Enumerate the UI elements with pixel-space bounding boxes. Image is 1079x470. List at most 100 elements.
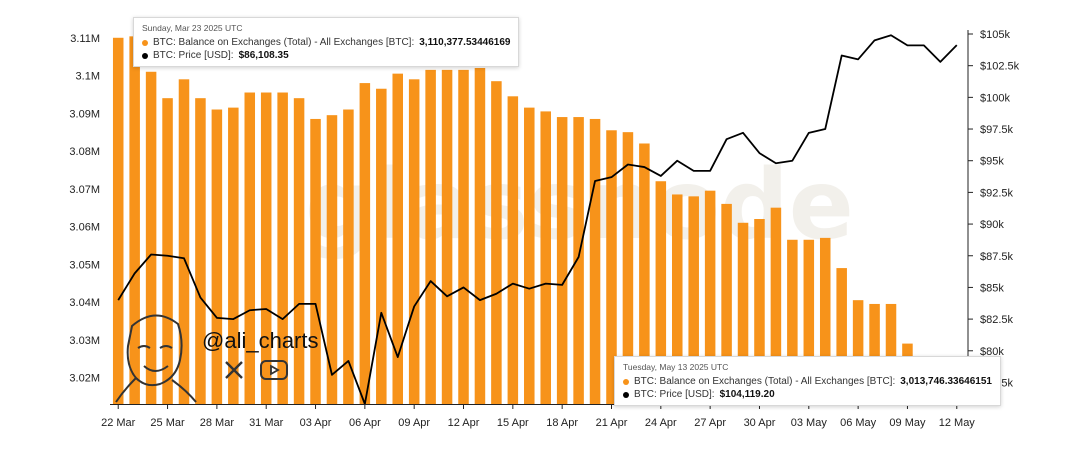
balance-bar: [573, 117, 584, 404]
brand-icons: [224, 360, 288, 380]
balance-bar: [425, 69, 436, 405]
balance-bar: [458, 69, 469, 405]
right-axis-tick-label: $87.5k: [980, 251, 1014, 263]
balance-bar: [162, 98, 173, 405]
balance-bar: [441, 69, 453, 405]
balance-bar: [310, 118, 321, 404]
balance-bar: [112, 37, 124, 404]
left-axis-tick-label: 3.03M: [69, 335, 100, 347]
right-axis-tick-label: $80k: [980, 346, 1004, 358]
avatar: [115, 314, 197, 403]
left-axis-tick-label: 3.11M: [70, 33, 100, 45]
x-axis-tick-label: 12 May: [939, 417, 976, 429]
x-axis: 22 Mar 25 Mar 28 Mar 31 Mar 03 Apr 06 Apr 09 A…: [101, 404, 975, 429]
right-axis-tick-label: $92.5k: [980, 187, 1014, 199]
x-logo-icon: [225, 361, 243, 379]
balance-bar: [721, 203, 732, 404]
left-axis-tick-label: 3.05M: [69, 259, 100, 271]
balance-bar: [145, 71, 157, 404]
balance-bar: [507, 96, 519, 405]
balance-bar: [639, 143, 650, 405]
x-axis-tick-label: 09 Apr: [398, 417, 430, 429]
balance-bar: [474, 67, 486, 404]
left-axis-tick-label: 3.04M: [69, 297, 100, 309]
x-axis-tick-label: 25 Mar: [150, 417, 185, 429]
balance-bar: [244, 92, 256, 405]
balance-bar: [326, 115, 338, 405]
balance-dot-icon: [623, 378, 629, 385]
x-axis-tick-label: 03 Apr: [300, 417, 332, 429]
tooltip-balance-row: BTC: Balance on Exchanges (Total) - All …: [142, 36, 510, 49]
tooltip-balance-value: 3,013,746.33646151: [900, 376, 992, 387]
right-axis-tick-label: $82.5k: [980, 314, 1014, 326]
price-dot-icon: [623, 391, 629, 398]
balance-bar: [491, 81, 502, 404]
tooltip-price-value: $104,119.20: [719, 389, 775, 400]
balance-bar: [589, 118, 601, 404]
balance-bar: [277, 92, 288, 405]
balance-bar: [852, 300, 864, 404]
x-axis-tick-label: 06 Apr: [349, 417, 381, 429]
balance-bar: [787, 239, 798, 404]
right-axis-tick-label: $102.5k: [980, 61, 1020, 73]
balance-bar: [819, 237, 831, 404]
right-axis-tick-label: $105k: [980, 29, 1010, 41]
x-axis-tick-label: 28 Mar: [200, 417, 235, 429]
balance-bar: [836, 268, 847, 404]
balance-bar: [556, 117, 568, 404]
balance-bar: [293, 98, 305, 405]
tooltip-balance-value: 3,110,377.53446169: [419, 37, 511, 48]
balance-bar: [672, 194, 683, 404]
tooltip-price-row: BTC: Price [USD]: $86,108.35: [142, 49, 510, 62]
right-axis-tick-label: $85k: [980, 282, 1004, 294]
tooltip-balance-label: BTC: Balance on Exchanges (Total) - All …: [153, 37, 415, 48]
tooltip-balance-label: BTC: Balance on Exchanges (Total) - All …: [634, 376, 896, 387]
balance-bar: [195, 98, 206, 405]
balance-bars: [112, 36, 963, 405]
left-axis-tick-label: 3.02M: [69, 373, 100, 385]
balance-bar: [704, 190, 716, 404]
balance-bar: [343, 109, 354, 404]
youtube-icon: [260, 360, 288, 380]
right-axis-tick-label: $97.5k: [980, 124, 1014, 136]
price-dot-icon: [142, 52, 148, 59]
balance-bar: [540, 111, 551, 405]
balance-bar: [524, 107, 535, 405]
left-axis-tick-label: 3.1M: [76, 71, 100, 83]
balance-bar: [178, 79, 190, 404]
balance-bar: [803, 239, 815, 404]
x-axis-tick-label: 18 Apr: [546, 417, 578, 429]
left-axis-tick-label: 3.08M: [69, 146, 100, 158]
balance-bar: [622, 132, 634, 404]
tooltip-price-value: $86,108.35: [238, 50, 289, 61]
x-axis-tick-label: 24 Apr: [645, 417, 677, 429]
x-axis-tick-label: 31 Mar: [249, 417, 284, 429]
left-axis: 3.02M 3.03M 3.04M 3.05M 3.06M 3.07M 3.08M 3.09M…: [69, 33, 100, 385]
x-axis-tick-label: 09 May: [889, 417, 926, 429]
x-axis-tick-label: 06 May: [840, 417, 877, 429]
balance-bar: [754, 219, 765, 404]
tooltip-last: Tuesday, May 13 2025 UTC BTC: Balance on…: [614, 356, 1001, 406]
tooltip-price-row: BTC: Price [USD]: $104,119.20: [623, 388, 992, 401]
tooltip-price-label: BTC: Price [USD]:: [634, 389, 715, 400]
tooltip-first: Sunday, Mar 23 2025 UTC BTC: Balance on …: [133, 17, 520, 67]
x-axis-tick-label: 12 Apr: [448, 417, 480, 429]
balance-bar: [688, 196, 699, 404]
balance-bar: [737, 222, 749, 404]
right-axis-tick-label: $90k: [980, 219, 1004, 231]
price-line-path: [117, 34, 958, 405]
brand-watermark: @ali_charts: [110, 308, 350, 404]
balance-bar: [869, 303, 880, 404]
left-axis-tick-label: 3.07M: [69, 184, 100, 196]
x-axis-tick-label: 21 Apr: [596, 417, 628, 429]
balance-bar: [392, 73, 403, 404]
brand-handle: @ali_charts: [202, 328, 319, 353]
balance-bar: [376, 88, 387, 405]
tooltip-date: Tuesday, May 13 2025 UTC: [623, 362, 729, 372]
x-axis-tick-label: 30 Apr: [744, 417, 776, 429]
tooltip-balance-row: BTC: Balance on Exchanges (Total) - All …: [623, 375, 992, 388]
balance-bar: [655, 181, 667, 404]
left-axis-tick-label: 3.09M: [69, 108, 100, 120]
tooltip-price-label: BTC: Price [USD]:: [153, 50, 234, 61]
price-line: [117, 34, 958, 405]
